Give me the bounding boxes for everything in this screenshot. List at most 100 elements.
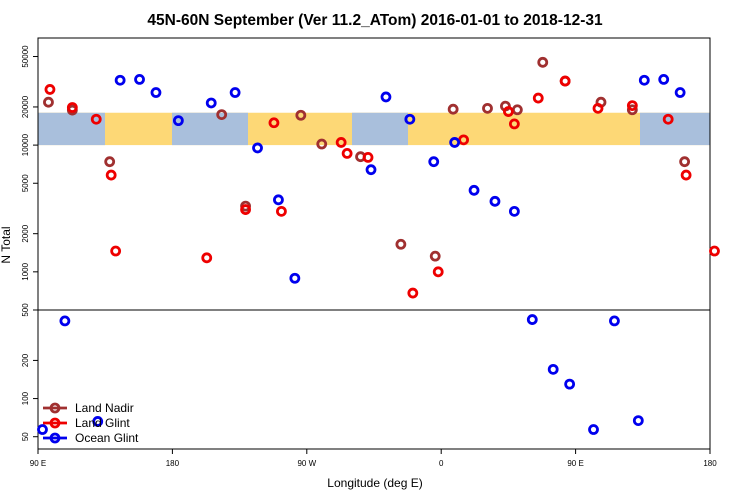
land-nadir-point xyxy=(429,250,441,262)
land-glint-point xyxy=(335,137,347,148)
ocean-glint-point xyxy=(172,115,184,127)
ocean-glint-point xyxy=(92,416,104,427)
land-nadir-point xyxy=(626,104,638,116)
ocean-glint-point xyxy=(547,363,559,375)
ocean-glint-point xyxy=(449,137,461,148)
ocean-glint-point xyxy=(632,415,644,427)
land-glint-point xyxy=(240,204,251,215)
y-tick-label: 200 xyxy=(21,353,30,367)
land-nadir-point xyxy=(679,156,691,168)
legend-marker xyxy=(49,432,61,444)
ocean-glint-point xyxy=(205,97,217,109)
y-tick-label: 10000 xyxy=(21,133,30,156)
ocean-glint-point xyxy=(609,315,620,327)
x-axis-label: Longitude (deg E) xyxy=(327,476,422,490)
land-glint-point xyxy=(341,148,353,159)
ocean-glint-point xyxy=(365,164,377,176)
ocean-glint-point xyxy=(526,314,538,325)
y-tick-label: 50000 xyxy=(21,45,30,68)
land-nadir-point xyxy=(511,104,523,116)
legend-marker xyxy=(49,402,61,414)
land-glint-point xyxy=(105,169,117,181)
land-nadir-point xyxy=(295,109,307,121)
land-glint-point xyxy=(502,106,514,117)
ocean-glint-point xyxy=(252,142,263,154)
land-glint-point xyxy=(662,113,674,125)
land-glint-point xyxy=(680,169,692,181)
land-glint-point xyxy=(626,100,638,111)
land-glint-point xyxy=(592,102,604,114)
legend-label: Land Glint xyxy=(75,416,130,430)
land-glint-point xyxy=(407,287,419,299)
land-glint-point xyxy=(201,252,213,264)
ocean-glint-point xyxy=(134,73,145,85)
land-nadir-point xyxy=(537,56,549,68)
land-nadir-point xyxy=(447,103,459,115)
ocean-glint-point xyxy=(404,113,416,125)
land-nadir-point xyxy=(216,109,228,121)
map-ocean xyxy=(172,112,248,146)
y-tick-label: 1000 xyxy=(21,262,30,280)
land-glint-point xyxy=(276,205,287,217)
x-tick-label: 90 E xyxy=(30,459,46,468)
x-axis: 90 E 180 90 W 0 90 E 180 xyxy=(30,449,717,468)
land-glint-point xyxy=(508,118,520,130)
legend-label: Land Nadir xyxy=(75,401,134,415)
chart-title: 45N-60N September (Ver 11.2_ATom) 2016-0… xyxy=(147,12,603,29)
y-tick-label: 5000 xyxy=(21,174,30,192)
land-glint-point xyxy=(532,92,544,104)
ocean-glint-point xyxy=(37,424,48,435)
ocean-glint-point xyxy=(489,195,501,207)
y-tick-label: 500 xyxy=(21,303,30,317)
ocean-glint-point xyxy=(229,87,241,98)
x-tick-label: 90 W xyxy=(297,459,316,468)
map-ocean xyxy=(38,112,105,146)
map-background-band xyxy=(38,112,710,146)
x-tick-label: 90 E xyxy=(567,459,583,468)
land-glint-point xyxy=(110,245,122,257)
y-tick-label: 50 xyxy=(21,432,30,441)
land-glint-point xyxy=(559,75,571,87)
ocean-glint-point xyxy=(114,74,126,86)
land-nadir-point xyxy=(395,238,407,250)
y-tick-label: 2000 xyxy=(21,224,30,242)
land-glint-point xyxy=(90,113,102,125)
land-nadir-point xyxy=(482,102,493,114)
map-ocean xyxy=(352,112,408,146)
ocean-glint-point xyxy=(150,87,162,98)
land-glint-point xyxy=(458,134,470,146)
ocean-glint-point xyxy=(428,156,440,168)
ocean-glint-point xyxy=(273,194,284,206)
land-nadir-point xyxy=(316,138,328,150)
x-tick-label: 180 xyxy=(703,459,717,468)
ocean-glint-point xyxy=(658,73,670,85)
map-ocean xyxy=(640,112,710,146)
legend-marker xyxy=(49,417,61,429)
ocean-glint-point xyxy=(638,74,650,86)
plot-frame xyxy=(37,37,711,450)
ocean-glint-point xyxy=(508,205,520,217)
legend-label: Ocean Glint xyxy=(75,431,139,445)
land-glint-point xyxy=(268,117,280,129)
data-points xyxy=(37,56,720,435)
ocean-glint-point xyxy=(59,315,71,327)
ocean-glint-point xyxy=(564,378,576,390)
x-tick-label: 180 xyxy=(166,459,180,468)
x-tick-label: 0 xyxy=(439,459,444,468)
land-nadir-point xyxy=(104,156,116,168)
land-glint-point xyxy=(362,151,374,163)
ocean-glint-point xyxy=(674,87,686,98)
land-glint-point xyxy=(432,266,444,278)
land-glint-point xyxy=(66,102,78,113)
ocean-glint-point xyxy=(289,272,301,284)
ocean-glint-point xyxy=(588,424,599,435)
ocean-glint-point xyxy=(380,91,392,103)
y-tick-label: 100 xyxy=(21,391,30,405)
land-nadir-point xyxy=(43,96,54,108)
ocean-glint-point xyxy=(468,184,480,196)
y-axis-label: N Total xyxy=(0,226,13,263)
land-glint-point xyxy=(44,84,56,95)
y-tick-label: 20000 xyxy=(21,95,30,118)
